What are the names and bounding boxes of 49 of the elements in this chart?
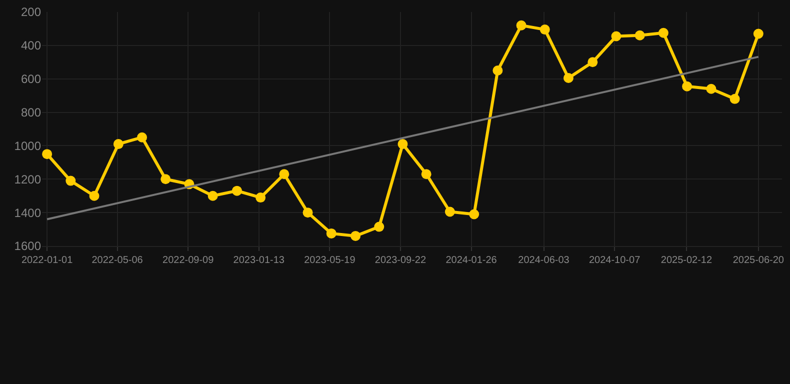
point xyxy=(374,222,384,232)
point xyxy=(160,174,171,184)
x-tick-label: 2022-09-09 xyxy=(162,255,214,266)
point xyxy=(730,94,740,104)
point xyxy=(588,57,598,68)
point xyxy=(279,169,290,180)
point xyxy=(208,190,218,201)
y-tick-label: 1400 xyxy=(14,206,42,220)
point xyxy=(42,149,52,160)
point xyxy=(634,30,645,40)
point xyxy=(563,73,574,84)
point xyxy=(469,209,480,220)
point xyxy=(113,139,124,150)
point xyxy=(302,208,313,218)
y-tick-label: 600 xyxy=(20,72,42,86)
y-tick-label: 200 xyxy=(20,5,42,20)
point xyxy=(516,20,526,30)
point xyxy=(232,186,242,196)
point xyxy=(682,81,692,92)
point xyxy=(326,228,336,238)
y-tick-label: 800 xyxy=(20,105,42,120)
point xyxy=(256,192,266,203)
point xyxy=(611,31,622,42)
x-tick-label: 2023-09-22 xyxy=(374,255,426,266)
x-tick-label: 2024-10-07 xyxy=(588,255,641,266)
x-tick-label: 2024-01-26 xyxy=(446,255,498,266)
x-tick-label: 2023-01-13 xyxy=(233,255,285,266)
point xyxy=(89,190,100,201)
point xyxy=(658,28,668,38)
x-tick-label: 2025-06-20 xyxy=(732,255,784,266)
point xyxy=(66,176,76,186)
point xyxy=(540,24,550,35)
point xyxy=(421,169,432,180)
x-tick-label: 2023-05-19 xyxy=(304,255,356,266)
point xyxy=(706,84,716,94)
x-tick-label: 2024-06-03 xyxy=(518,255,570,266)
x-tick-label: 2022-01-01 xyxy=(21,255,74,266)
x-tick-label: 2025-02-12 xyxy=(660,255,712,266)
x-tick-label: 2022-05-06 xyxy=(92,255,144,266)
y-tick-label: 1000 xyxy=(14,138,42,153)
point xyxy=(137,132,148,142)
point xyxy=(444,206,455,217)
y-tick-label: 400 xyxy=(20,38,42,53)
y-tick-label: 1200 xyxy=(14,172,42,186)
point xyxy=(492,66,503,76)
point xyxy=(398,139,408,150)
y-tick-label: 1600 xyxy=(14,239,42,254)
point xyxy=(350,230,361,241)
point xyxy=(753,28,764,39)
